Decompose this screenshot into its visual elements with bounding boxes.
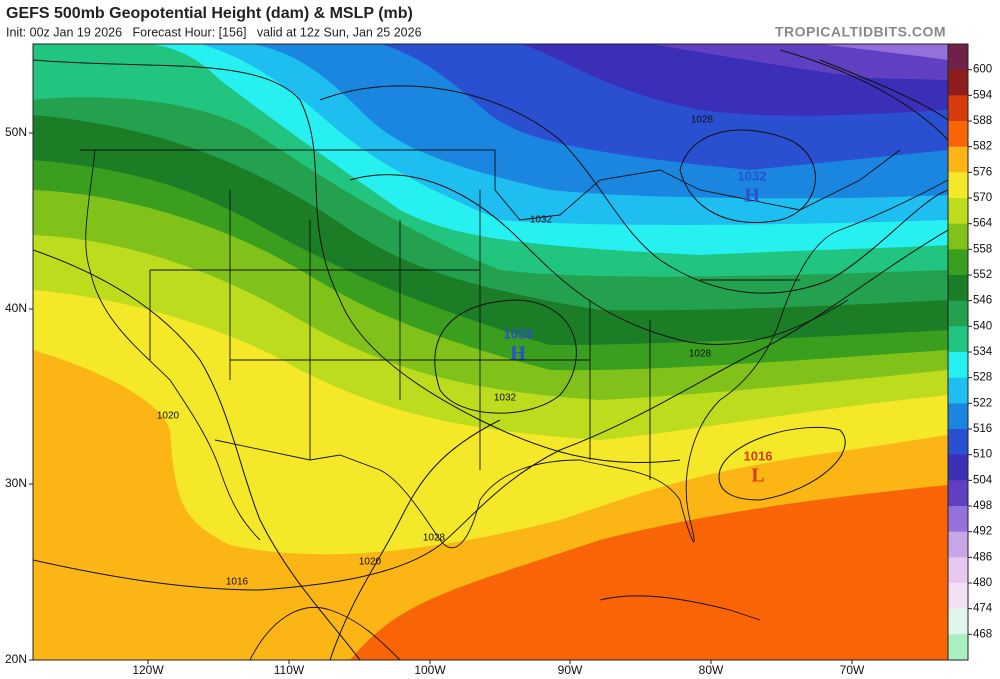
colorbar-label: 504 — [973, 474, 993, 486]
colorbar-label: 516 — [973, 423, 992, 435]
pressure-value: 1033 — [504, 326, 533, 341]
colorbar-swatch — [948, 44, 968, 71]
colorbar-swatch — [948, 480, 968, 507]
colorbar-label: 480 — [973, 577, 992, 589]
colorbar-swatch — [948, 249, 968, 276]
contour-label: 1028 — [423, 533, 446, 544]
colorbar-swatch — [948, 557, 968, 584]
colorbar-swatch — [948, 326, 968, 353]
map-labels: 50N 40N 30N 20N 120W 110W 100W 90W 80W 70W 1028 103… — [5, 115, 865, 678]
colorbar-swatch — [948, 634, 968, 661]
pressure-symbol: L — [751, 465, 764, 487]
height-bands — [33, 44, 948, 660]
colorbar-label: 594 — [973, 89, 993, 101]
lon-label: 80W — [699, 663, 724, 677]
colorbar-label: 486 — [973, 551, 992, 563]
colorbar-swatch — [948, 95, 968, 122]
pressure-value: 1016 — [744, 448, 773, 463]
colorbar-swatch — [948, 275, 968, 302]
lat-label: 40N — [5, 301, 27, 315]
colorbar-label: 528 — [973, 372, 992, 384]
colorbar-label: 576 — [973, 166, 992, 178]
contour-label: 1028 — [689, 349, 712, 360]
colorbar-label: 552 — [973, 269, 992, 281]
colorbar-label: 522 — [973, 397, 992, 409]
colorbar: 600 594 588 582 576 570 564 558 552 546 540 534 528 5… — [947, 43, 993, 661]
lon-label: 120W — [132, 663, 164, 677]
colorbar-label: 492 — [973, 526, 992, 538]
colorbar-swatch — [948, 198, 968, 225]
colorbar-label: 510 — [973, 449, 992, 461]
contour-label: 1032 — [530, 215, 553, 226]
colorbar-swatch — [948, 377, 968, 404]
lat-label: 30N — [5, 476, 27, 490]
colorbar-label: 546 — [973, 295, 992, 307]
colorbar-swatch — [948, 121, 968, 148]
lon-label: 70W — [840, 663, 865, 677]
colorbar-swatch — [948, 454, 968, 481]
subtitle: Init: 00z Jan 19 2026 Forecast Hour: [15… — [6, 25, 422, 39]
colorbar-label: 474 — [973, 603, 993, 615]
lon-label: 110W — [274, 663, 305, 677]
colorbar-swatch — [948, 608, 968, 635]
contour-label: 1020 — [359, 557, 382, 568]
contour-label: 1020 — [157, 411, 180, 422]
colorbar-swatch — [948, 531, 968, 558]
colorbar-label: 468 — [973, 628, 992, 640]
lat-label: 20N — [5, 652, 27, 666]
colorbar-label: 498 — [973, 500, 992, 512]
colorbar-label: 570 — [973, 192, 992, 204]
pressure-symbol: H — [744, 185, 760, 207]
colorbar-swatch — [948, 300, 968, 327]
colorbar-swatch — [948, 583, 968, 610]
colorbar-swatch — [948, 429, 968, 456]
colorbar-label: 564 — [973, 218, 993, 230]
colorbar-swatch — [948, 506, 968, 533]
contour-label: 1032 — [494, 393, 517, 404]
colorbar-swatch — [948, 403, 968, 430]
colorbar-swatch — [948, 172, 968, 199]
isobars — [33, 49, 948, 660]
source: TROPICALTIDBITS.COM — [775, 24, 946, 40]
colorbar-swatch — [948, 69, 968, 96]
geography — [80, 149, 948, 660]
colorbar-swatch — [948, 146, 968, 173]
pressure-value: 1032 — [738, 168, 767, 183]
map — [32, 43, 949, 661]
pressure-symbol: H — [510, 343, 526, 365]
colorbar-label: 582 — [973, 141, 992, 153]
colorbar-swatch — [948, 223, 968, 250]
lon-label: 100W — [414, 663, 446, 677]
title: GEFS 500mb Geopotential Height (dam) & M… — [6, 5, 413, 22]
colorbar-swatch — [948, 352, 968, 379]
colorbar-label: 588 — [973, 115, 992, 127]
colorbar-label: 540 — [973, 320, 992, 332]
colorbar-label: 558 — [973, 243, 992, 255]
contour-label: 1028 — [691, 115, 714, 126]
lat-label: 50N — [5, 125, 27, 139]
colorbar-label: 534 — [973, 346, 993, 358]
contour-label: 1016 — [226, 577, 249, 588]
colorbar-label: 600 — [973, 64, 992, 76]
lon-label: 90W — [558, 663, 583, 677]
